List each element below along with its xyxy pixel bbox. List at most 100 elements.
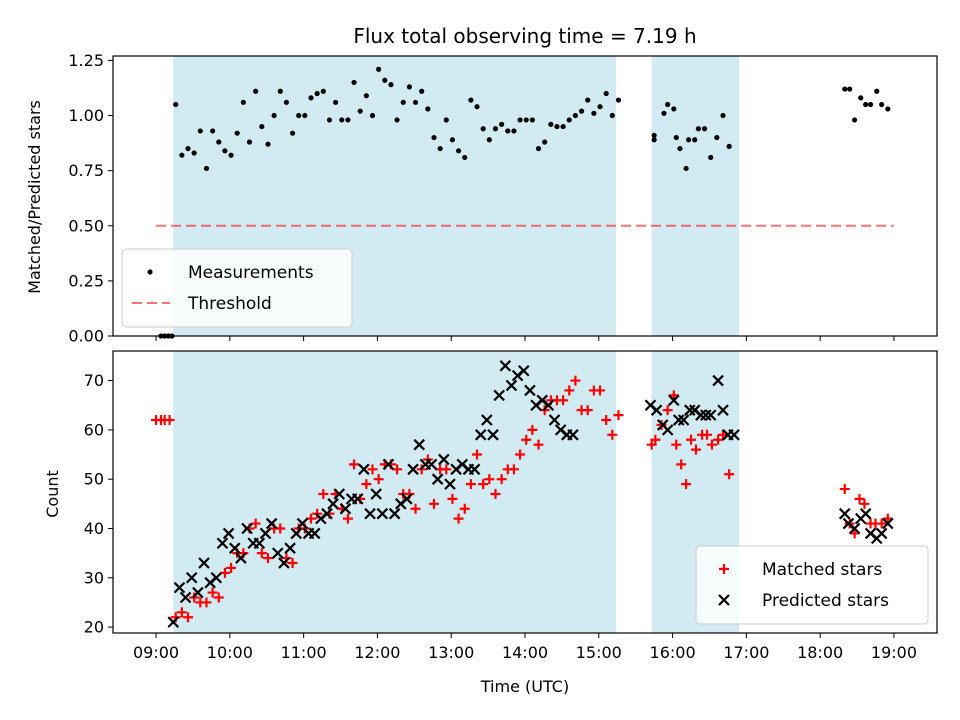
ratio-y-tick-label: 1.00 <box>68 106 104 125</box>
predicted-star-point <box>308 527 321 540</box>
measurement-point <box>326 117 333 123</box>
measurement-point <box>692 137 698 143</box>
matched-star-point <box>361 479 372 490</box>
predicted-star-point <box>650 404 663 416</box>
matched-star-point <box>876 518 887 529</box>
predicted-star-point <box>407 463 419 476</box>
matched-star-point <box>306 513 317 524</box>
predicted-star-point <box>468 463 481 476</box>
predicted-star-point <box>210 572 223 584</box>
predicted-star-point <box>672 414 685 426</box>
predicted-star-point <box>241 522 253 535</box>
measurement-point <box>673 134 679 141</box>
predicted-star-point <box>222 527 235 540</box>
matched-star-point <box>410 503 421 514</box>
predicted-star-point <box>499 360 512 372</box>
predicted-star-point <box>425 458 438 471</box>
measurement-point <box>412 99 419 105</box>
ratio-y-tick-label: 0.00 <box>68 327 104 346</box>
matched-star-point <box>219 567 230 578</box>
measurement-point <box>302 112 308 119</box>
matched-star-point <box>859 498 870 509</box>
matched-star-point <box>564 385 575 396</box>
measurement-point <box>339 117 345 123</box>
predicted-star-point <box>185 572 198 584</box>
measurement-point <box>511 128 517 134</box>
measurement-point <box>874 88 880 94</box>
measurement-point <box>591 110 597 116</box>
measurement-point <box>296 112 302 119</box>
predicted-star-point <box>677 414 690 426</box>
matched-star-point <box>484 474 495 485</box>
predicted-star-point <box>487 429 499 441</box>
matched-star-point <box>601 415 612 426</box>
measurement-point <box>376 66 382 72</box>
matched-star-point <box>681 479 692 490</box>
predicted-star-point <box>382 458 395 471</box>
matched-star-point <box>676 459 687 470</box>
measurement-point <box>554 123 560 130</box>
matched-star-point <box>201 597 212 608</box>
measurement-point <box>179 152 185 158</box>
measurement-point <box>847 86 853 92</box>
matched-star-point <box>582 405 593 416</box>
predicted-star-point <box>474 429 487 441</box>
count-y-tick-label: 50 <box>84 470 104 489</box>
measurement-point <box>443 117 449 123</box>
measurement-point <box>566 117 572 123</box>
predicted-star-point <box>882 517 894 530</box>
predicted-star-point <box>548 414 561 426</box>
measurement-point <box>499 121 505 127</box>
chart-title: Flux total observing time = 7.19 h <box>353 24 696 48</box>
measurement-point <box>695 126 702 132</box>
measurement-point <box>197 128 203 134</box>
predicted-star-point <box>358 463 370 476</box>
predicted-star-point <box>259 527 272 540</box>
legend-matched-marker <box>719 564 729 574</box>
predicted-star-point <box>376 507 389 520</box>
measurement-point <box>486 137 492 143</box>
predicted-star-point <box>542 399 555 412</box>
measurement-point <box>308 95 314 101</box>
measurement-point <box>523 117 529 123</box>
matched-star-point <box>527 424 538 435</box>
measurement-point <box>246 139 253 145</box>
observing-interval <box>173 351 617 633</box>
measurement-point <box>173 101 179 108</box>
measurement-point <box>191 150 197 156</box>
x-tick-label: 11:00 <box>281 643 327 662</box>
matched-star-point <box>342 513 353 524</box>
measurement-point <box>677 145 683 152</box>
count-y-tick-label: 20 <box>84 618 104 637</box>
measurement-point <box>351 79 357 86</box>
predicted-star-point <box>413 438 426 451</box>
matched-star-point <box>472 449 483 460</box>
measurement-point <box>863 101 869 108</box>
matched-star-point <box>275 523 286 534</box>
predicted-star-point <box>848 522 861 535</box>
measurement-point <box>505 128 511 134</box>
predicted-star-point <box>444 478 456 490</box>
predicted-star-point <box>351 493 364 505</box>
measurement-point <box>885 106 891 112</box>
measurement-point <box>572 112 579 119</box>
ratio-panel: 0.00 0.25 0.50 0.75 1.00 1.25 Measurements Thre… <box>68 51 938 346</box>
matched-star-point <box>839 484 850 495</box>
predicted-star-point <box>296 517 309 530</box>
predicted-star-point <box>695 409 707 421</box>
predicted-star-point <box>216 537 229 550</box>
count-y-tick-label: 30 <box>84 568 104 587</box>
measurement-point <box>462 154 468 161</box>
measurement-point <box>216 139 222 145</box>
matched-star-point <box>650 434 661 445</box>
matched-star-point <box>453 513 464 524</box>
predicted-star-point <box>235 552 247 564</box>
matched-star-point <box>213 592 224 603</box>
measurement-point <box>320 88 326 94</box>
matched-star-point <box>558 395 569 406</box>
measurement-point <box>683 165 689 172</box>
x-tick-label: 12:00 <box>354 643 400 662</box>
matched-star-point <box>570 375 581 386</box>
measurement-point <box>437 145 443 152</box>
